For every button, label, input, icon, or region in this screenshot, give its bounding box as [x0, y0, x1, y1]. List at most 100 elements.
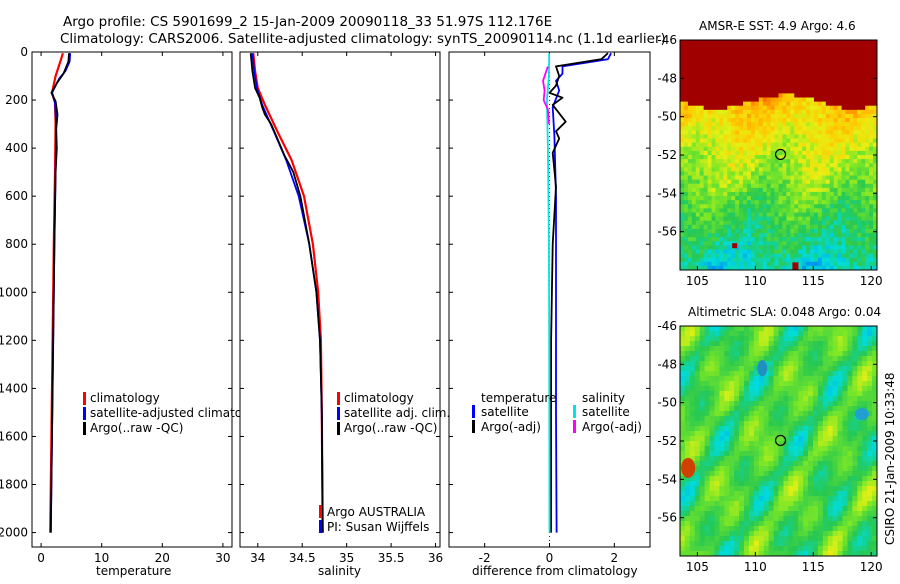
map-cell: [778, 101, 783, 107]
map-cell: [786, 93, 791, 98]
map-cell: [837, 341, 843, 347]
map-cell: [867, 356, 873, 362]
map-cell: [709, 461, 715, 467]
map-cell: [853, 134, 858, 139]
map-cell: [714, 521, 720, 527]
map-cell: [762, 109, 768, 115]
map-cell: [827, 456, 834, 462]
map-cell: [709, 536, 715, 542]
map-cell: [735, 109, 740, 115]
map-cell: [802, 118, 807, 123]
map-cell: [783, 416, 789, 422]
map-cell: [770, 212, 775, 218]
map-cell: [808, 406, 814, 412]
map-cell: [822, 461, 829, 467]
map-cell: [847, 411, 853, 417]
map-cell: [719, 376, 725, 382]
map-cell: [803, 531, 809, 537]
map-cell: [825, 241, 831, 246]
map-cell: [845, 245, 850, 250]
map-cell: [727, 228, 732, 234]
map-cell: [862, 536, 868, 542]
map-cell: [790, 204, 795, 209]
map-cell: [790, 257, 795, 263]
map-cell: [817, 536, 824, 542]
sla-low-anomaly: [757, 360, 768, 377]
map-cell: [774, 204, 779, 209]
map-cell: [852, 476, 858, 482]
map-cell: [689, 326, 696, 332]
map-cell: [746, 64, 752, 70]
map-cell: [837, 142, 842, 148]
map-cell: [817, 526, 824, 532]
map-cell: [680, 391, 686, 397]
map-cell: [774, 122, 779, 127]
difference-series-temperature-satellite: [551, 52, 612, 533]
map-cell: [699, 228, 705, 234]
map-cell: [806, 89, 811, 94]
map-cell: [727, 204, 732, 209]
map-cell: [786, 138, 791, 144]
map-cell: [782, 85, 787, 90]
map-cell: [758, 130, 764, 135]
map-cell: [808, 471, 814, 477]
map-cell: [857, 371, 863, 377]
map-cell: [714, 546, 720, 552]
map-cell: [813, 113, 819, 119]
map-cell: [744, 516, 750, 522]
map-cell: [798, 521, 804, 527]
map-cell: [857, 93, 862, 98]
map-cell: [852, 376, 858, 382]
map-cell: [825, 179, 831, 185]
map-cell: [695, 76, 701, 82]
map-cell: [837, 89, 842, 94]
map-cell: [719, 481, 725, 487]
sla-high-anomaly: [681, 457, 696, 478]
map-cell: [766, 101, 772, 107]
map-cell: [699, 456, 706, 462]
map-cell: [852, 486, 858, 492]
map-cell: [806, 183, 811, 189]
map-cell: [861, 249, 866, 254]
map-cell: [812, 341, 819, 347]
map-cell: [821, 216, 827, 222]
map-cell: [857, 501, 863, 507]
map-cell: [739, 531, 745, 537]
map-cell: [731, 253, 736, 259]
map-cell: [817, 516, 824, 522]
map-cell: [827, 526, 834, 532]
map-cell: [857, 401, 863, 407]
map-cell: [845, 175, 850, 181]
map-cell: [687, 113, 693, 119]
map-cell: [683, 105, 689, 111]
map-cell: [714, 456, 720, 462]
map-cell: [680, 426, 686, 432]
map-cell: [739, 451, 745, 457]
legend-swatch-argo: [83, 422, 86, 435]
map-cell: [845, 105, 850, 111]
map-cell: [817, 56, 823, 61]
map-cell: [750, 105, 756, 111]
map-cell: [750, 237, 756, 242]
map-cell: [715, 233, 720, 238]
map-cell: [857, 516, 863, 522]
map-cell: [703, 48, 708, 53]
map-cell: [770, 253, 775, 259]
map-cell: [817, 416, 824, 422]
map-cell: [707, 167, 712, 172]
map-cell: [821, 155, 827, 160]
map-cell: [762, 155, 768, 160]
map-cell: [691, 187, 697, 193]
map-cell: [872, 421, 878, 427]
map-cell: [762, 212, 768, 218]
map-cell: [758, 426, 765, 432]
map-cell: [773, 476, 779, 482]
map-cell: [680, 541, 686, 547]
map-cell: [813, 150, 819, 156]
map-cell: [689, 541, 696, 547]
map-cell: [837, 436, 843, 442]
map-cell: [723, 130, 728, 135]
map-cell: [714, 501, 720, 507]
map-cell: [869, 76, 874, 82]
map-cell: [861, 204, 866, 209]
